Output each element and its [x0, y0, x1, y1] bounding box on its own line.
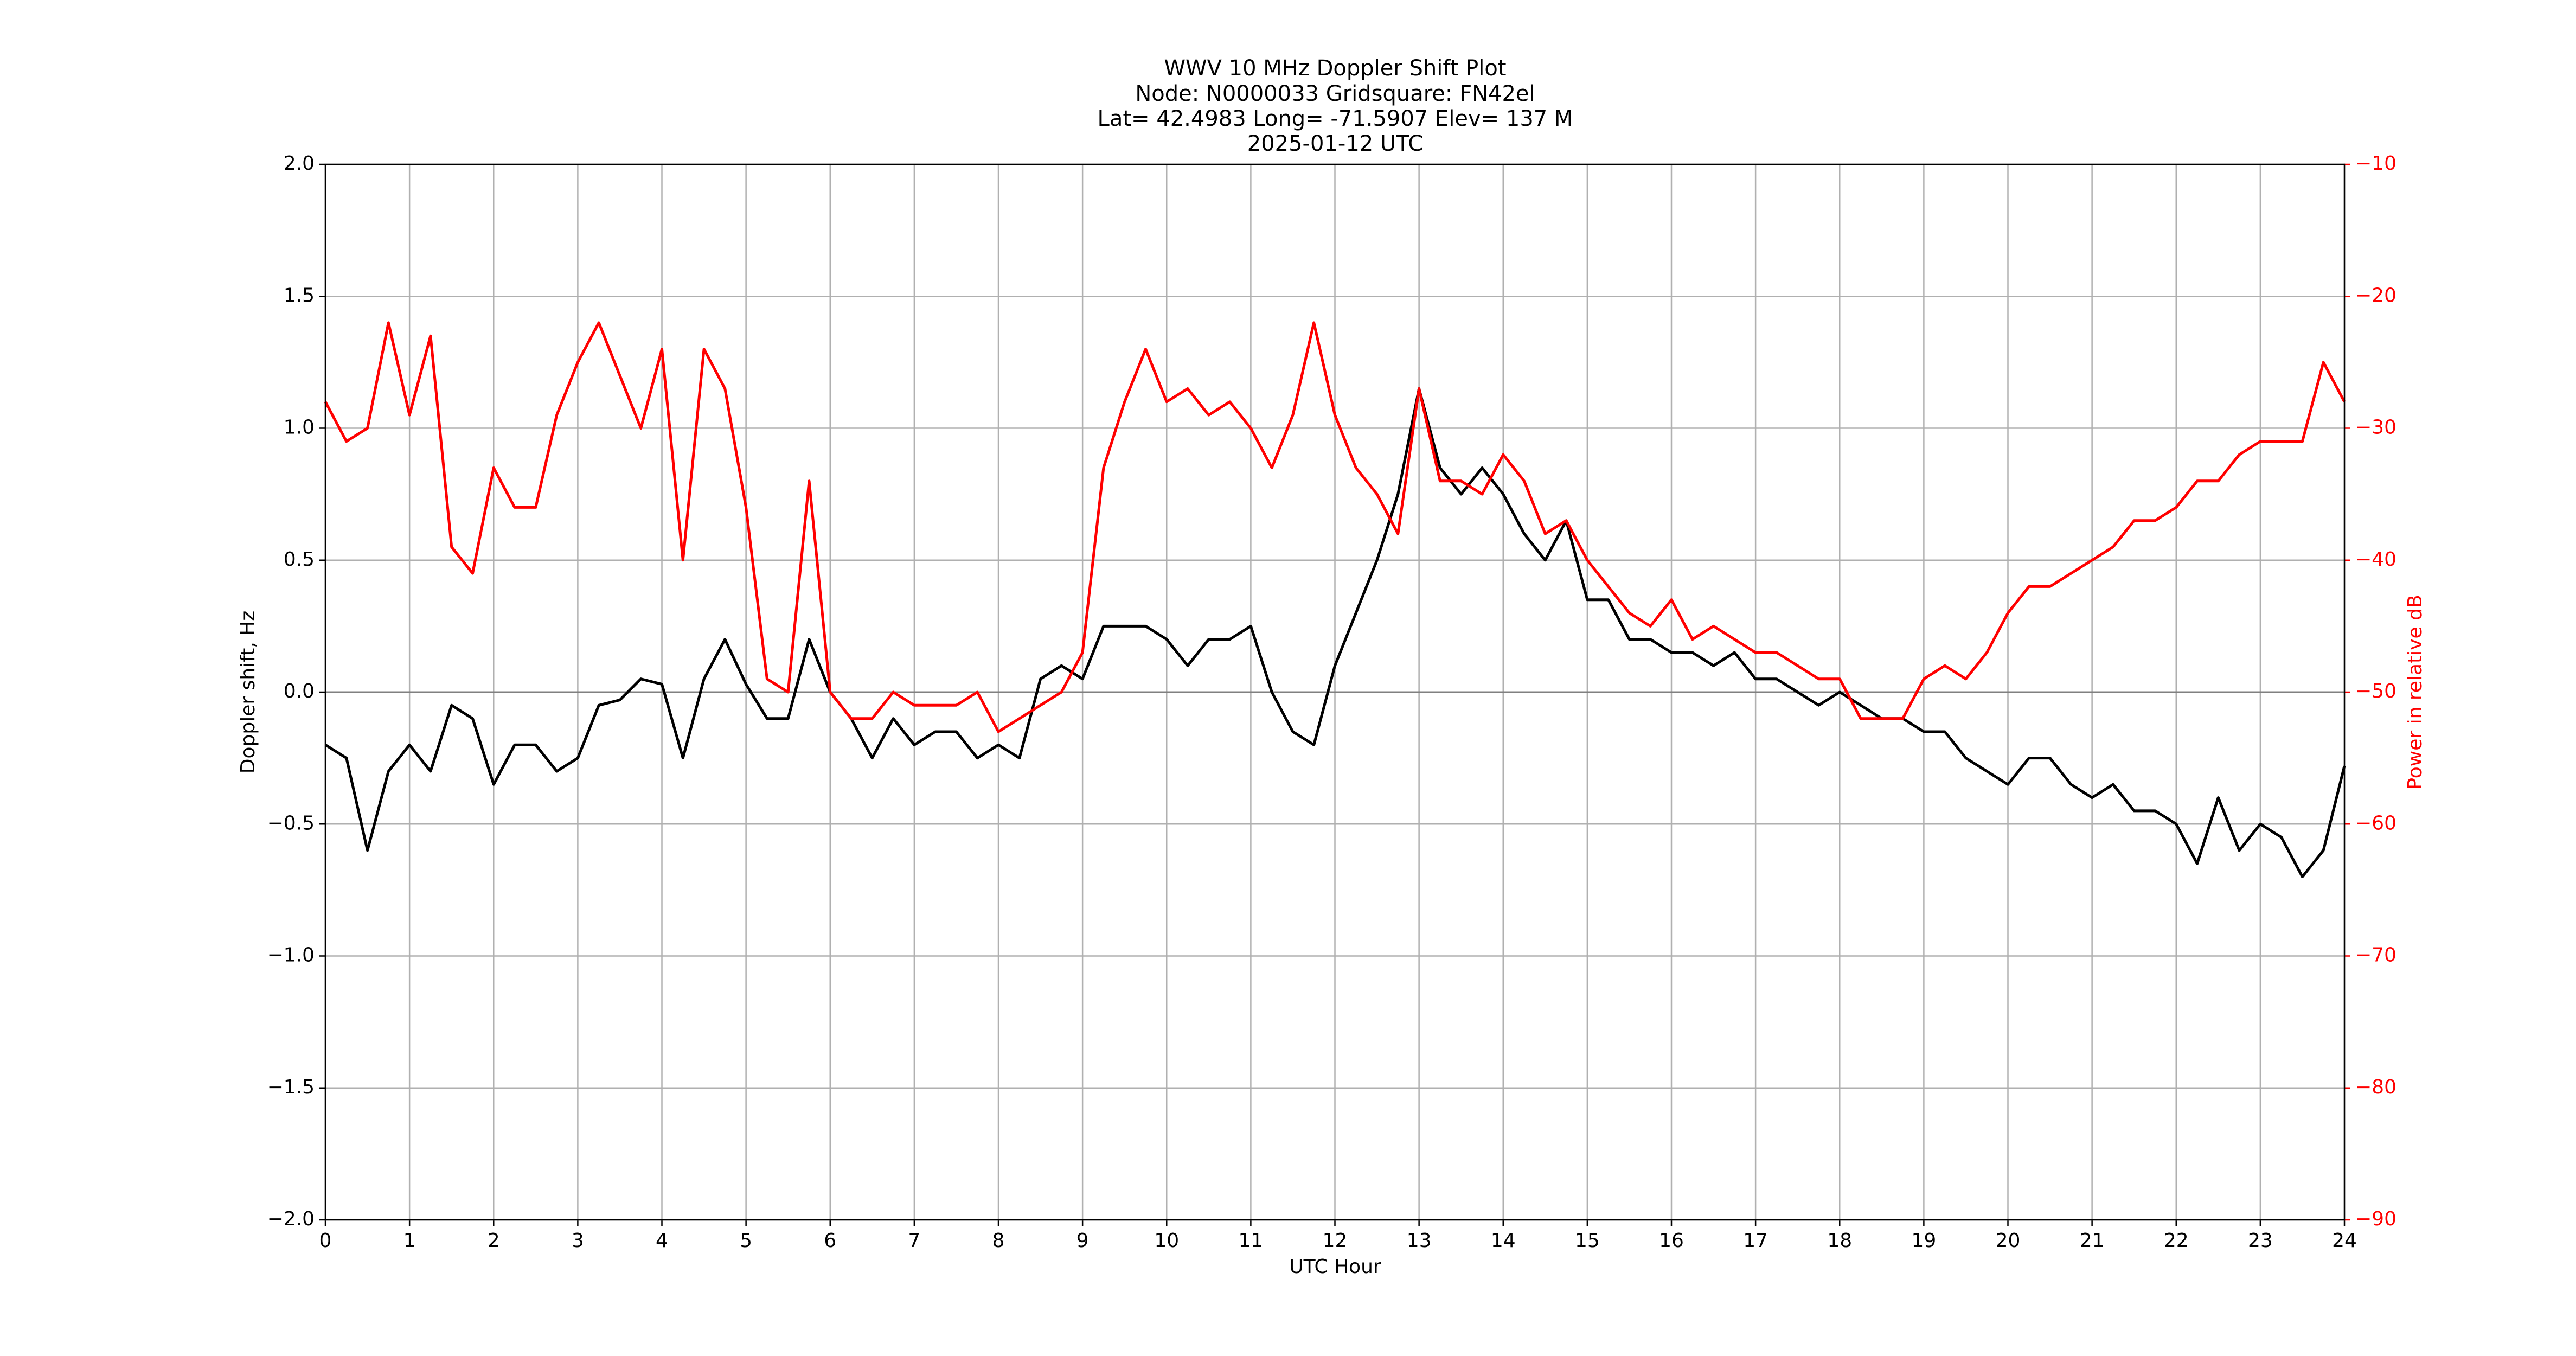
y-tick-label: 1.0 [284, 417, 315, 439]
x-tick-label: 19 [1911, 1230, 1936, 1252]
x-axis-label: UTC Hour [1289, 1256, 1381, 1278]
x-tick-label: 22 [2164, 1230, 2189, 1252]
x-tick-label: 23 [2248, 1230, 2273, 1252]
y2-tick-label: −70 [2355, 944, 2396, 967]
x-tick-label: 7 [908, 1230, 920, 1252]
plot-frame [324, 163, 2346, 1221]
x-tick-label: 21 [2080, 1230, 2105, 1252]
y2-tick-label: −60 [2355, 812, 2396, 834]
chart-title: 2025-01-12 UTC [1247, 131, 1423, 156]
chart-title: Lat= 42.4983 Long= -71.5907 Elev= 137 M [1098, 106, 1573, 131]
y2-axis-label: Power in relative dB [2404, 594, 2426, 789]
y-tick-label: −2.0 [267, 1208, 315, 1230]
y-tick-label: 0.0 [284, 680, 315, 702]
y-tick-label: 2.0 [284, 152, 315, 175]
x-tick-label: 24 [2332, 1230, 2357, 1252]
y-tick-label: 1.5 [284, 284, 315, 306]
chart-title: Node: N0000033 Gridsquare: FN42el [1135, 81, 1535, 106]
y2-tick-label: −90 [2355, 1208, 2396, 1230]
x-tick-label: 18 [1827, 1230, 1852, 1252]
y2-tick-label: −40 [2355, 548, 2396, 571]
y-tick-label: 0.5 [284, 548, 315, 571]
x-tick-label: 5 [740, 1230, 752, 1252]
x-tick-label: 20 [1996, 1230, 2021, 1252]
data-line [324, 321, 2346, 733]
y-tick-label: −0.5 [267, 812, 315, 834]
x-tick-label: 14 [1491, 1230, 1516, 1252]
chart-title: WWV 10 MHz Doppler Shift Plot [1164, 56, 1506, 81]
y-tick-label: −1.5 [267, 1076, 315, 1098]
y2-tick-label: −80 [2355, 1076, 2396, 1098]
x-tick-label: 4 [656, 1230, 668, 1252]
x-tick-label: 2 [488, 1230, 500, 1252]
x-tick-label: 13 [1407, 1230, 1432, 1252]
x-tick-label: 1 [403, 1230, 416, 1252]
x-tick-label: 8 [992, 1230, 1005, 1252]
x-tick-label: 0 [319, 1230, 332, 1252]
x-tick-label: 9 [1076, 1230, 1089, 1252]
y2-tick-label: −10 [2355, 152, 2396, 175]
y2-tick-label: −30 [2355, 417, 2396, 439]
y-axis-label: Doppler shift, Hz [237, 611, 259, 773]
data-line [324, 387, 2346, 878]
y-tick-label: −1.0 [267, 944, 315, 967]
x-tick-label: 17 [1743, 1230, 1768, 1252]
x-tick-label: 16 [1659, 1230, 1684, 1252]
y2-tick-label: −20 [2355, 284, 2396, 306]
x-tick-label: 3 [572, 1230, 584, 1252]
x-tick-label: 12 [1323, 1230, 1348, 1252]
y2-tick-label: −50 [2355, 680, 2396, 702]
x-tick-label: 11 [1238, 1230, 1263, 1252]
x-tick-label: 6 [824, 1230, 836, 1252]
x-tick-label: 10 [1154, 1230, 1179, 1252]
x-tick-label: 15 [1575, 1230, 1600, 1252]
